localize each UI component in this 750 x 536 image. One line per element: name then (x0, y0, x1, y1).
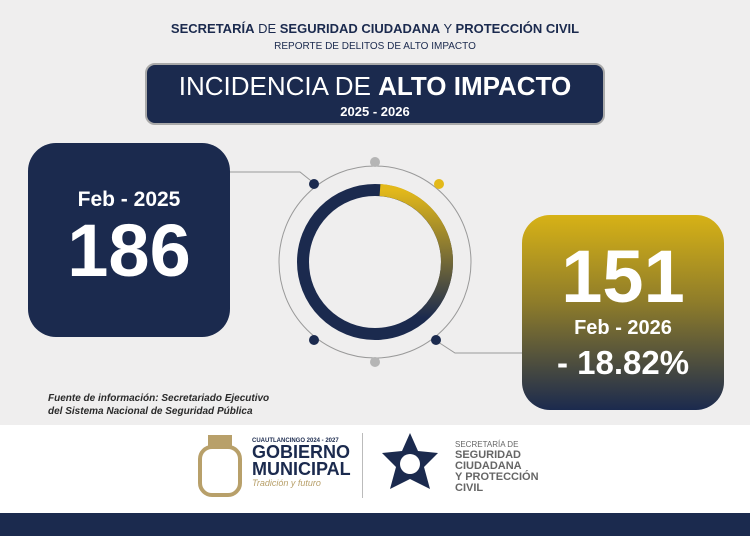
agency-logo (382, 433, 438, 489)
agency-line: CIVIL (455, 482, 484, 494)
header-subtitle: REPORTE DE DELITOS DE ALTO IMPACTO (274, 41, 476, 52)
agency-line: Y PROTECCIÓN (455, 471, 539, 483)
municipal-line: GOBIERNO (252, 442, 351, 462)
municipal-small: CUAUTLANCINGO 2024 - 2027 (252, 438, 339, 444)
municipal-slogan: Tradición y futuro (252, 478, 321, 488)
municipal-logo (198, 435, 242, 497)
banner-title: INCIDENCIA DE ALTO IMPACTO (147, 71, 603, 102)
period: 2025 - 2026 (340, 104, 410, 119)
municipal-line: MUNICIPAL (252, 459, 351, 479)
current-card: 151 Feb - 2026 - 18.82% (522, 215, 724, 410)
banner: INCIDENCIA DE ALTO IMPACTO 2025 - 2026 (145, 63, 605, 125)
title-part: SECRETARÍA (170, 21, 255, 36)
source-line: del Sistema Nacional de Seguridad Públic… (48, 406, 253, 417)
title-part: PROTECCIÓN CIVIL (455, 21, 580, 36)
agency-line: SECRETARÍA DE (455, 440, 519, 449)
ring (230, 157, 522, 367)
current-change: - 18.82% (556, 344, 690, 381)
municipal-text: CUAUTLANCINGO 2024 - 2027 GOBIERNO MUNIC… (252, 438, 351, 488)
title-part: Y (440, 21, 456, 36)
source-line: Fuente de información: Secretariado Ejec… (48, 393, 270, 404)
header-title: SECRETARÍA DE SEGURIDAD CIUDADANA Y PROT… (0, 21, 750, 36)
current-value: 151 (561, 235, 685, 318)
title-part: SEGURIDAD CIUDADANA (279, 21, 441, 36)
previous-card: Feb - 2025 186 (28, 143, 230, 337)
agency-line: CIUDADANA (455, 460, 522, 472)
current-label: Feb - 2026 (574, 317, 672, 339)
agency-text: SECRETARÍA DE SEGURIDAD CIUDADANA Y PROT… (455, 439, 539, 494)
title-light: INCIDENCIA DE (178, 71, 379, 101)
title-bold: ALTO IMPACTO (378, 71, 572, 101)
bottom-band (0, 513, 750, 536)
source: Fuente de información: Secretariado Ejec… (48, 392, 269, 418)
previous-value: 186 (67, 209, 191, 292)
footer: CUAUTLANCINGO 2024 - 2027 GOBIERNO MUNIC… (0, 425, 750, 513)
title-part: DE (254, 21, 280, 36)
previous-label: Feb - 2025 (77, 188, 181, 211)
agency-line: SEGURIDAD (455, 449, 522, 461)
